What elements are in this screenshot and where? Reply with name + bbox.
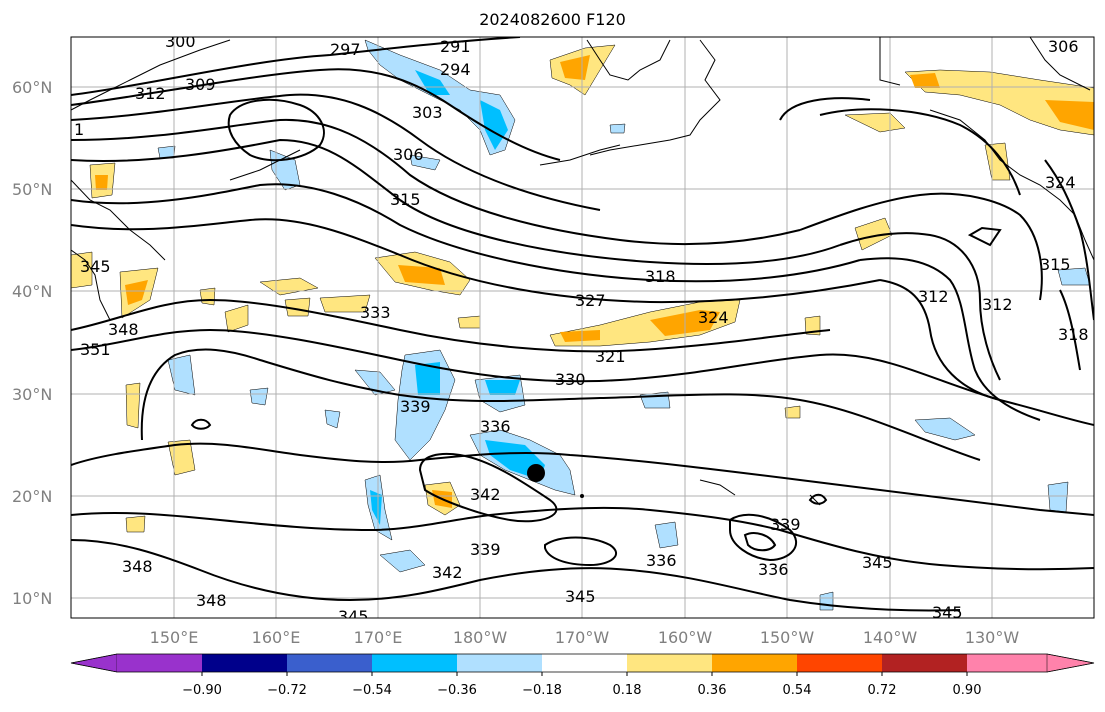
colorbar-label: 0.54 xyxy=(783,683,812,698)
colorbar-segment xyxy=(372,654,457,672)
contour-label: 303 xyxy=(412,103,443,122)
contour-label: 342 xyxy=(432,563,463,582)
shading-negative xyxy=(157,39,1091,611)
plot-frame xyxy=(70,36,1095,619)
colorbar-extend-min xyxy=(70,653,118,673)
contour-label: 339 xyxy=(470,540,501,559)
colorbar-extend-max xyxy=(1046,653,1095,673)
contour-label: 348 xyxy=(196,591,227,610)
contour-label: 312 xyxy=(135,84,166,103)
contour-label: 297 xyxy=(330,40,361,59)
contour-label: 339 xyxy=(770,515,801,534)
lon-label: 180°W xyxy=(453,628,508,647)
contour-label: 324 xyxy=(698,308,729,327)
map-title: 2024082600 F120 xyxy=(479,10,626,29)
contour-label: 315 xyxy=(1040,255,1071,274)
contour-label: 318 xyxy=(1058,325,1089,344)
lon-label: 160°E xyxy=(252,628,301,647)
colorbar-segment xyxy=(712,654,797,672)
colorbar-label: 0.72 xyxy=(868,683,897,698)
contour-label: 291 xyxy=(440,37,471,56)
coastlines xyxy=(71,37,1094,506)
lat-label: 20°N xyxy=(12,487,52,506)
contour-label: 342 xyxy=(470,485,501,504)
contour-label: 333 xyxy=(360,303,391,322)
longitude-labels: 150°E 160°E 170°E 180°W 170°W 160°W 150°… xyxy=(150,628,1020,647)
contour-label: 327 xyxy=(575,291,606,310)
colorbar-ticks xyxy=(201,672,968,676)
gridlines xyxy=(71,37,1094,618)
colorbar-segment xyxy=(882,654,967,672)
lat-label: 40°N xyxy=(12,282,52,301)
lon-label: 160°W xyxy=(658,628,713,647)
contour-label: 336 xyxy=(758,560,789,579)
colorbar-segment xyxy=(202,654,287,672)
contour-label: 309 xyxy=(185,75,216,94)
contour-label: 348 xyxy=(108,320,139,339)
lat-label: 60°N xyxy=(12,78,52,97)
colorbar-segment xyxy=(797,654,882,672)
contour-label: 324 xyxy=(1045,173,1076,192)
contour-label: 330 xyxy=(555,370,586,389)
colorbar: −0.90 −0.72 −0.54 −0.36 −0.18 0.18 0.36 … xyxy=(70,653,1095,698)
lon-label: 150°W xyxy=(760,628,815,647)
contour-label: 351 xyxy=(80,340,111,359)
colorbar-outline xyxy=(70,653,1095,673)
colorbar-label: −0.72 xyxy=(267,683,307,698)
colorbar-segment xyxy=(967,654,1047,672)
contour-label: 348 xyxy=(122,557,153,576)
colorbar-segment xyxy=(117,654,202,672)
colorbar-label: −0.36 xyxy=(437,683,477,698)
colorbar-segment xyxy=(457,654,542,672)
contour-label: 336 xyxy=(480,417,511,436)
small-dot-marker xyxy=(580,494,584,498)
colorbar-segment xyxy=(287,654,372,672)
colorbar-label: 0.18 xyxy=(613,683,642,698)
contour-label: 345 xyxy=(932,603,963,622)
contour-label: 336 xyxy=(646,551,677,570)
lat-label: 30°N xyxy=(12,385,52,404)
contour-label: 321 xyxy=(595,347,626,366)
colorbar-label: 0.90 xyxy=(953,683,982,698)
contour-label: 312 xyxy=(918,287,949,306)
contour-label: 345 xyxy=(565,587,596,606)
lat-label: 50°N xyxy=(12,180,52,199)
colorbar-segment xyxy=(627,654,712,672)
contour-label: 318 xyxy=(645,267,676,286)
contour-label: 345 xyxy=(338,607,369,626)
colorbar-label: −0.18 xyxy=(522,683,562,698)
lat-label: 10°N xyxy=(12,589,52,608)
lon-label: 170°E xyxy=(354,628,403,647)
lon-label: 150°E xyxy=(150,628,199,647)
contour-label: 306 xyxy=(1048,37,1079,56)
colorbar-segment xyxy=(542,654,627,672)
contours xyxy=(71,37,1094,612)
contour-label: 300 xyxy=(165,32,196,51)
colorbar-label: −0.54 xyxy=(352,683,392,698)
latitude-labels: 60°N 50°N 40°N 30°N 20°N 10°N xyxy=(12,78,52,608)
contour-label: 315 xyxy=(390,190,421,209)
contour-label: 294 xyxy=(440,60,471,79)
contour-label: 306 xyxy=(393,145,424,164)
colorbar-label: −0.90 xyxy=(182,683,222,698)
contour-labels: 300 297 291 294 306 309 312 303 306 315 … xyxy=(74,32,1089,626)
shading-positive xyxy=(71,44,1094,533)
contour-label: 312 xyxy=(982,295,1013,314)
contour-label: 345 xyxy=(80,257,111,276)
plot-area: 300 297 291 294 306 309 312 303 306 315 … xyxy=(71,32,1094,626)
contour-label: 1 xyxy=(74,120,84,139)
lon-label: 140°W xyxy=(863,628,918,647)
contour-label: 339 xyxy=(400,397,431,416)
colorbar-label: 0.36 xyxy=(698,683,727,698)
lon-label: 170°W xyxy=(555,628,610,647)
storm-center-marker xyxy=(527,464,545,482)
contour-label: 345 xyxy=(862,553,893,572)
lon-label: 130°W xyxy=(965,628,1020,647)
